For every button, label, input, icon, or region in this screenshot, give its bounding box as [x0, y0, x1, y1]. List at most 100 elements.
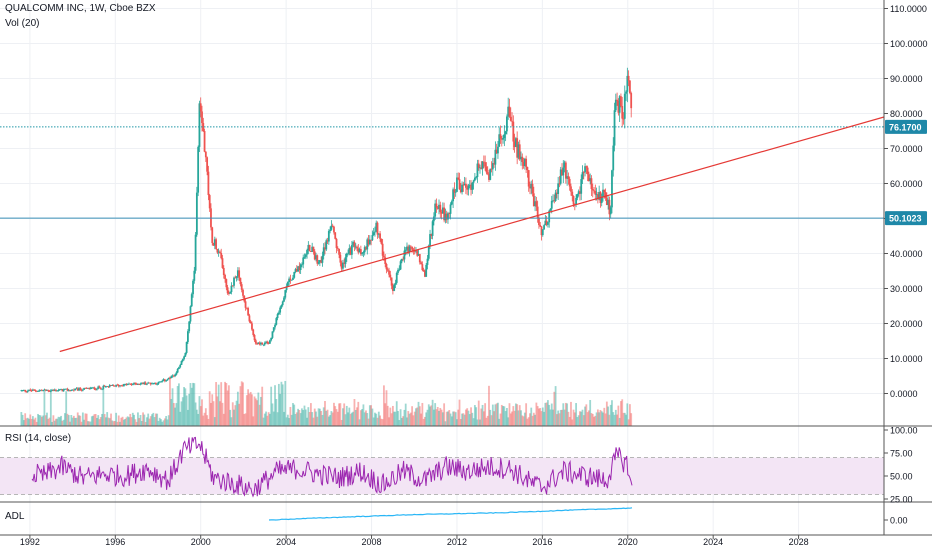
candle-body — [577, 191, 580, 195]
volume-bar — [92, 415, 94, 426]
candle-body — [122, 384, 125, 387]
candle-body — [498, 134, 501, 147]
candle-body — [536, 206, 539, 219]
volume-bar — [153, 417, 156, 426]
volume-bar — [29, 414, 32, 426]
volume-bar — [552, 409, 554, 426]
volume-bar — [575, 403, 577, 426]
candle-body — [561, 169, 563, 176]
volume-bar — [453, 411, 456, 426]
candle-body — [604, 192, 607, 199]
volume-bar — [203, 412, 206, 426]
volume-bar — [215, 382, 217, 426]
symbol-legend[interactable]: QUALCOMM INC, 1W, Cboe BZX — [5, 3, 156, 14]
candle-body — [438, 204, 440, 209]
candle-body — [317, 262, 320, 264]
candle-body — [97, 386, 100, 389]
candle-body — [158, 381, 161, 383]
volume-bar — [577, 415, 580, 426]
volume-bar — [71, 417, 74, 426]
candle-body — [388, 270, 390, 275]
volume-bar — [517, 410, 520, 426]
candle-body — [93, 387, 96, 390]
candle-body — [623, 93, 626, 119]
volume-bar — [572, 409, 575, 426]
volume-bar — [42, 415, 45, 426]
candle-body — [408, 246, 411, 252]
candle-body — [594, 190, 597, 195]
volume-bar — [397, 411, 399, 426]
time-tick-label: 2024 — [703, 537, 723, 547]
candle-body — [251, 323, 253, 330]
candle-body — [128, 383, 130, 385]
candle-body — [543, 225, 545, 230]
volume-bar — [318, 408, 321, 426]
volume-bar — [362, 404, 365, 426]
candle-body — [190, 294, 193, 307]
candle-body — [245, 307, 248, 309]
volume-bar — [244, 413, 247, 426]
volume-bar — [288, 418, 291, 426]
volume-bar — [602, 412, 604, 426]
candle-body — [384, 257, 387, 265]
volume-legend[interactable]: Vol (20) — [5, 18, 40, 29]
candle-body — [357, 248, 360, 253]
volume-bar — [224, 381, 226, 426]
volume-bar — [404, 403, 407, 426]
volume-bar — [247, 389, 250, 426]
candle-body — [103, 385, 106, 387]
volume-bar — [239, 386, 242, 426]
candle-body — [527, 170, 530, 187]
candle-body — [366, 239, 369, 250]
volume-bar — [206, 415, 209, 426]
candle-body — [348, 247, 351, 254]
volume-bar — [110, 413, 112, 426]
volume-bar — [161, 421, 164, 426]
candle-body — [383, 255, 385, 258]
volume-bar — [621, 399, 624, 426]
candle-body — [206, 157, 209, 172]
candle-body — [294, 269, 297, 272]
candle-body — [31, 389, 34, 391]
candle-body — [399, 261, 402, 270]
volume-bar — [262, 417, 265, 426]
candle-body — [514, 138, 517, 148]
volume-bar — [599, 410, 602, 426]
volume-bar — [579, 411, 581, 426]
volume-bar — [458, 399, 461, 426]
candle-body — [462, 184, 465, 186]
candle-body — [589, 178, 592, 182]
candle-body — [220, 253, 223, 259]
rsi-label[interactable]: RSI (14, close) — [5, 433, 72, 444]
volume-bar — [137, 412, 139, 426]
candle-body — [261, 342, 264, 345]
candle-body — [465, 183, 467, 188]
volume-bar — [144, 421, 147, 426]
volume-bar — [277, 383, 280, 426]
candle-body — [151, 383, 153, 385]
volume-bar — [52, 415, 55, 426]
candle-body — [69, 389, 71, 391]
candle-body — [106, 386, 109, 388]
volume-bar — [117, 415, 120, 426]
time-tick-label: 2028 — [789, 537, 809, 547]
volume-bar — [292, 403, 294, 426]
volume-bar — [187, 409, 189, 426]
candle-body — [302, 257, 305, 265]
candle-body — [120, 385, 123, 387]
volume-bar — [350, 412, 353, 426]
candle-body — [376, 222, 379, 235]
volume-bar — [594, 415, 597, 426]
volume-bar — [133, 414, 135, 426]
candle-body — [453, 189, 456, 193]
candle-body — [511, 120, 513, 122]
volume-bar — [106, 412, 109, 426]
axes: 0.0000 10.0000 20.0000 30.0000 40.0000 50.00 0… — [20, 0, 928, 547]
adl-label[interactable]: ADL — [5, 511, 25, 522]
candle-body — [147, 382, 150, 384]
candle-body — [504, 131, 507, 135]
candle-body — [60, 389, 62, 390]
candle-body — [489, 168, 492, 180]
